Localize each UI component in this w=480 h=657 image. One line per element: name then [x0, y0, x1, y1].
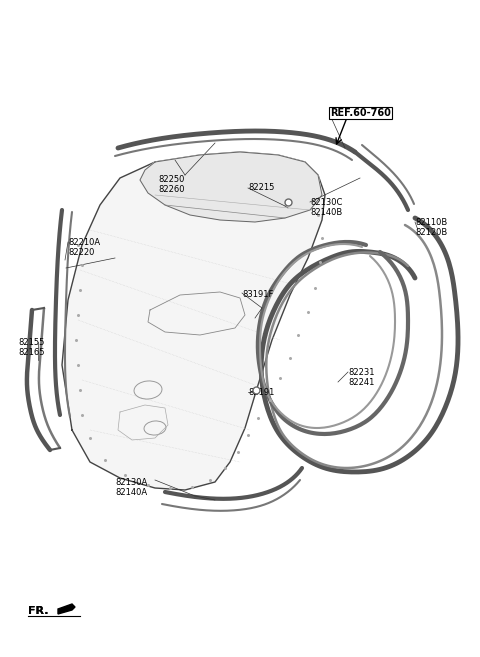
Polygon shape — [58, 604, 75, 614]
Polygon shape — [140, 152, 322, 222]
Text: 82110B
82120B: 82110B 82120B — [415, 218, 447, 237]
Text: 82155
82165: 82155 82165 — [18, 338, 45, 357]
Text: FR.: FR. — [28, 606, 48, 616]
Text: 83191F: 83191F — [242, 290, 274, 299]
Text: 82231
82241: 82231 82241 — [348, 368, 374, 388]
Text: REF.60-760: REF.60-760 — [330, 108, 391, 118]
Text: 82250
82260: 82250 82260 — [158, 175, 184, 194]
Polygon shape — [62, 152, 325, 490]
Text: 82130C
82140B: 82130C 82140B — [310, 198, 342, 217]
Text: FR.: FR. — [28, 606, 48, 616]
Text: 82191: 82191 — [248, 388, 275, 397]
Text: 82210A
82220: 82210A 82220 — [68, 238, 100, 258]
Text: 82130A
82140A: 82130A 82140A — [115, 478, 147, 497]
Text: 82215: 82215 — [248, 183, 275, 192]
